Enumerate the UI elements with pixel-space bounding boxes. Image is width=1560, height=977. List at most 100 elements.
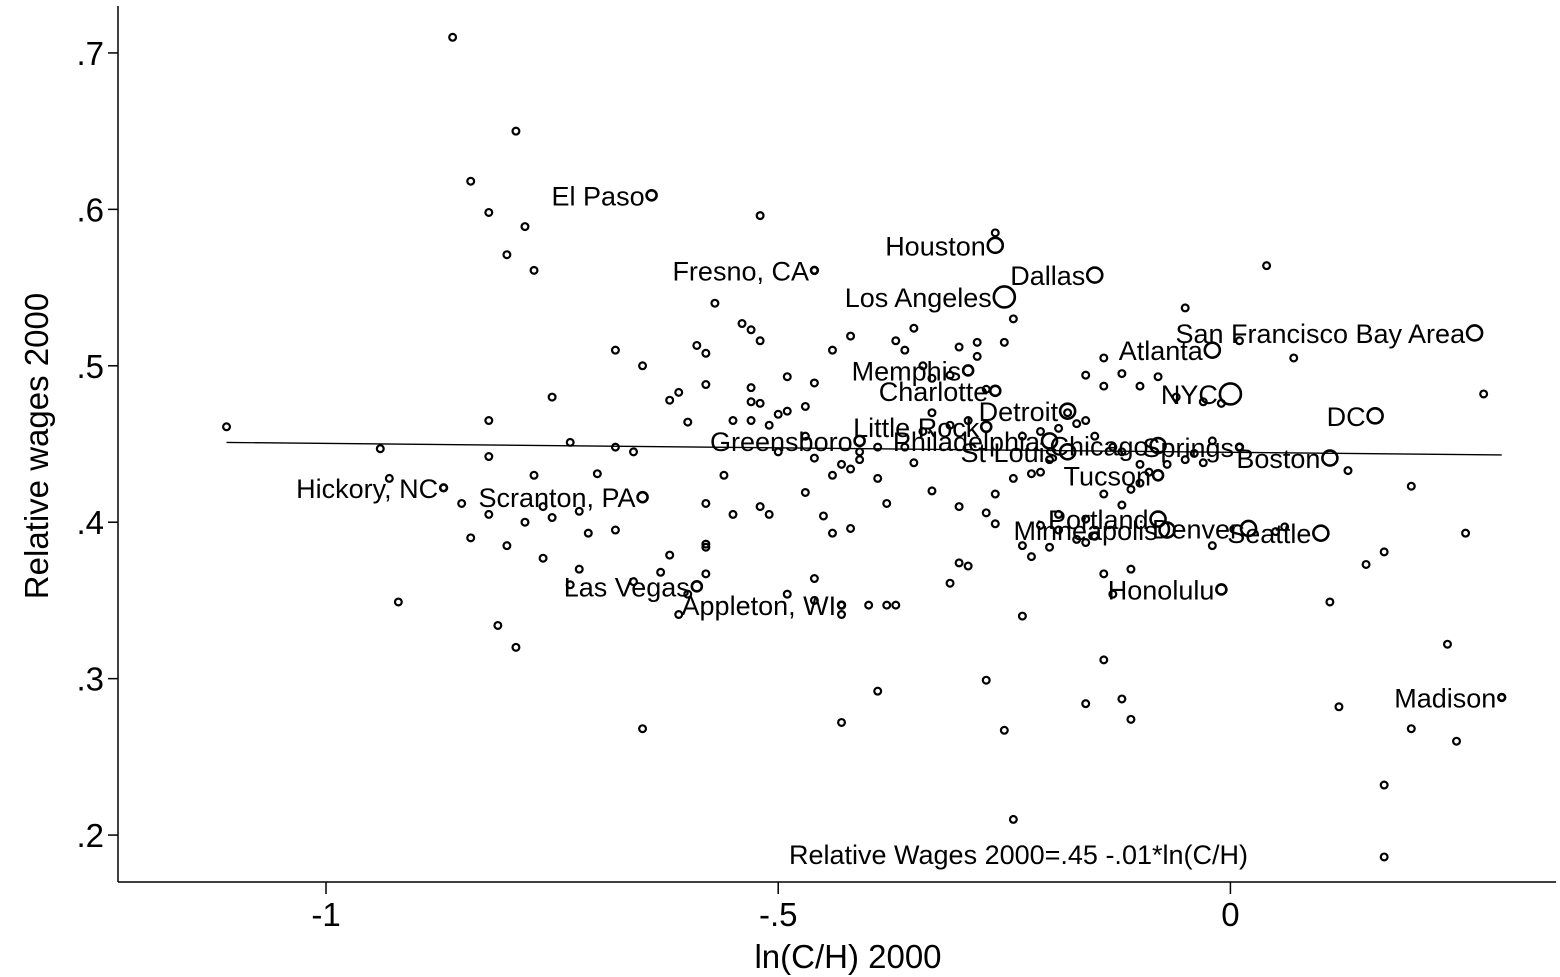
fit-line: [226, 441, 1502, 456]
data-point: [1108, 442, 1118, 452]
data-point: [972, 351, 982, 361]
data-point: [1189, 448, 1199, 458]
data-point: [674, 387, 684, 397]
data-point: [927, 373, 937, 383]
city-label: Minneapolis: [1014, 516, 1158, 546]
data-point: [1035, 520, 1045, 530]
data-point: [900, 345, 910, 355]
y-tick-label: .5: [76, 348, 104, 385]
data-point: [610, 442, 620, 452]
data-point: [1099, 655, 1109, 665]
city-point: [809, 265, 820, 276]
city-point: [992, 285, 1017, 309]
data-point: [701, 539, 711, 549]
data-point: [1081, 370, 1091, 380]
city-point: [1040, 432, 1059, 450]
data-point: [1126, 714, 1136, 724]
data-point: [1035, 467, 1045, 477]
data-point: [1361, 559, 1371, 569]
city-label: El Paso: [552, 181, 645, 211]
data-point: [827, 528, 837, 538]
y-tick-label: .2: [76, 817, 104, 854]
data-point: [737, 319, 747, 329]
data-point: [773, 447, 783, 457]
data-point: [755, 502, 765, 512]
data-point: [1099, 381, 1109, 391]
city-point: [645, 188, 658, 202]
data-point: [873, 686, 883, 696]
city-label: Portland: [1048, 505, 1149, 535]
data-point: [891, 336, 901, 346]
data-point: [683, 417, 693, 427]
y-tick-label: .4: [76, 504, 104, 541]
city-point: [961, 364, 975, 377]
data-point: [529, 470, 539, 480]
data-point: [827, 345, 837, 355]
data-point: [1054, 525, 1064, 535]
city-point: [1203, 341, 1222, 359]
data-point: [1262, 261, 1272, 271]
data-point: [1099, 569, 1109, 579]
data-point: [782, 406, 792, 416]
city-point: [636, 490, 649, 504]
city-point: [1497, 692, 1507, 703]
data-point: [701, 542, 711, 552]
data-point: [665, 395, 675, 405]
data-point: [1180, 303, 1190, 313]
city-point: [1058, 402, 1077, 420]
data-point: [746, 416, 756, 426]
data-point: [1442, 639, 1452, 649]
y-axis-title: Relative wages 2000: [18, 293, 55, 599]
city-point: [1465, 324, 1484, 342]
data-point: [990, 228, 1000, 238]
city-label: Memphis: [852, 356, 962, 386]
city-point: [438, 483, 449, 493]
data-point: [701, 569, 711, 579]
data-point: [484, 416, 494, 426]
data-point: [1198, 397, 1208, 407]
data-point: [1072, 419, 1082, 429]
data-point: [864, 600, 874, 610]
data-point: [629, 577, 639, 587]
axes: .2 .3 .4 .5 .6 .7 -1 -.5 0: [76, 6, 1556, 933]
data-point: [773, 409, 783, 419]
data-point: [873, 473, 883, 483]
data-point: [574, 564, 584, 574]
data-point: [547, 513, 557, 523]
data-point: [1090, 531, 1100, 541]
data-point: [909, 323, 919, 333]
data-point: [1072, 534, 1082, 544]
data-point: [1406, 481, 1416, 491]
data-point: [800, 401, 810, 411]
data-point: [592, 469, 602, 479]
data-point: [954, 558, 964, 568]
data-point: [1026, 469, 1036, 479]
data-point: [1099, 489, 1109, 499]
data-point: [837, 459, 847, 469]
data-point: [846, 523, 856, 533]
city-label: DC: [1327, 402, 1366, 432]
data-point: [638, 361, 648, 371]
data-point: [764, 509, 774, 519]
data-point: [610, 525, 620, 535]
data-point: [511, 126, 521, 136]
data-point: [945, 370, 955, 380]
data-point: [1054, 509, 1064, 519]
city-point: [979, 420, 993, 434]
data-point: [755, 336, 765, 346]
data-point: [674, 610, 684, 620]
city-label: Dallas: [1010, 261, 1085, 291]
city-label: Honolulu: [1108, 575, 1215, 605]
data-point: [990, 519, 1000, 529]
city-label: Hickory, NC: [296, 474, 438, 504]
data-point: [882, 498, 892, 508]
data-point: [918, 361, 928, 371]
data-point: [809, 378, 819, 388]
data-point: [1017, 611, 1027, 621]
data-point: [746, 397, 756, 407]
data-point: [873, 442, 883, 452]
data-point: [1135, 459, 1145, 469]
city-point: [1151, 468, 1165, 482]
data-point: [1117, 694, 1127, 704]
city-point: [1149, 510, 1167, 528]
